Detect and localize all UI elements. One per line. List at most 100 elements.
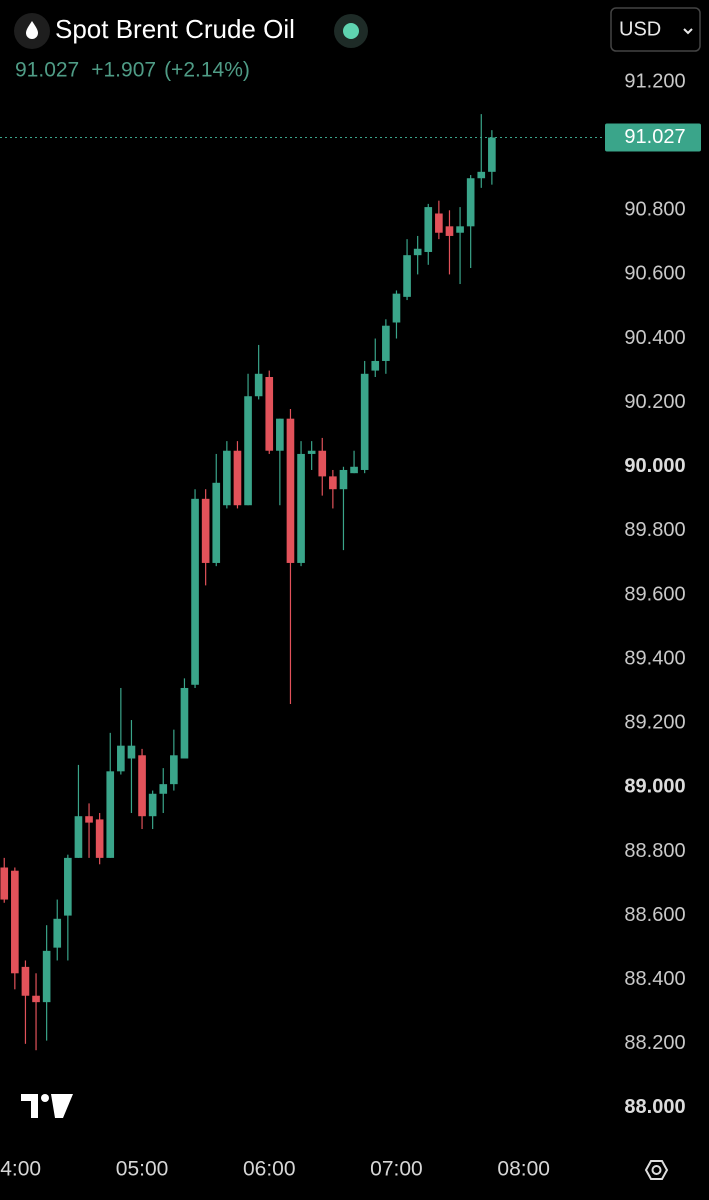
y-tick-label: 88.000 xyxy=(624,1096,685,1118)
y-tick-label: 89.200 xyxy=(624,712,685,734)
y-tick-label: 88.200 xyxy=(624,1032,685,1054)
candle xyxy=(360,360,369,474)
candle xyxy=(403,239,411,301)
candle-body xyxy=(180,687,189,759)
candle xyxy=(254,344,263,400)
settings-button[interactable] xyxy=(644,1160,669,1180)
candle-body xyxy=(360,373,369,470)
candle-body xyxy=(329,476,337,490)
candle-body xyxy=(488,137,496,172)
currency-select[interactable]: USD xyxy=(610,7,701,52)
candle xyxy=(11,867,19,990)
candle xyxy=(339,466,348,551)
candle xyxy=(392,290,401,339)
candle-body xyxy=(212,482,221,563)
candle xyxy=(244,373,252,506)
candle xyxy=(32,973,40,1051)
candle-body xyxy=(371,360,380,371)
candle xyxy=(276,418,284,506)
logo-v xyxy=(51,1094,73,1118)
candle-body xyxy=(413,248,422,256)
x-tick-label: 06:00 xyxy=(243,1158,296,1181)
candle-body xyxy=(85,816,93,823)
candle-body xyxy=(477,171,486,179)
candle-body xyxy=(466,178,475,227)
candle xyxy=(445,210,454,275)
candle-body xyxy=(350,466,358,474)
candle-body xyxy=(339,469,348,490)
logo-t xyxy=(21,1094,38,1118)
x-tick-label: 07:00 xyxy=(370,1158,423,1181)
candle xyxy=(0,857,9,903)
candle-body xyxy=(106,771,115,858)
y-tick-label: 90.200 xyxy=(624,391,685,413)
candle-body xyxy=(318,450,327,477)
y-tick-label: 88.600 xyxy=(624,904,685,926)
candle xyxy=(424,203,433,265)
candle-body xyxy=(11,870,19,974)
candle-body xyxy=(276,418,284,451)
currency-label[interactable]: USD xyxy=(619,18,661,40)
candle xyxy=(382,319,390,374)
currency-box[interactable] xyxy=(610,7,701,52)
candle xyxy=(350,450,358,474)
candle-body xyxy=(286,418,295,563)
candle xyxy=(329,469,337,509)
last-price-tag-label: 91.027 xyxy=(624,126,685,148)
candle-body xyxy=(191,498,199,685)
price-change: +1.907 xyxy=(91,59,156,82)
candle xyxy=(42,925,51,1041)
candle-body xyxy=(254,373,263,397)
candle xyxy=(286,409,295,704)
candle-body xyxy=(148,793,157,817)
symbol-title: Spot Brent Crude Oil xyxy=(55,14,295,44)
candle xyxy=(191,489,199,688)
candle-body xyxy=(95,819,104,858)
candle xyxy=(170,729,178,791)
dropdown-caret[interactable] xyxy=(683,28,693,35)
candle xyxy=(212,453,221,567)
y-tick-label: 89.400 xyxy=(624,647,685,669)
candle-body xyxy=(127,745,136,759)
candle-body xyxy=(435,213,443,233)
candle-body xyxy=(297,453,305,563)
candle-body xyxy=(382,325,390,361)
candle xyxy=(127,720,136,813)
y-tick-label: 89.800 xyxy=(624,519,685,541)
candle-body xyxy=(424,207,433,252)
candle-body xyxy=(21,966,30,996)
candle xyxy=(21,960,30,1044)
candle-body xyxy=(64,857,72,916)
candle-body xyxy=(403,255,411,297)
candle xyxy=(138,748,146,830)
candle xyxy=(233,441,242,509)
candle xyxy=(74,764,83,858)
candle xyxy=(371,338,380,377)
settings-gear[interactable] xyxy=(644,1160,669,1180)
candle-body xyxy=(74,816,83,858)
oil-drop xyxy=(26,21,38,39)
candle-body xyxy=(445,226,454,236)
candle xyxy=(180,678,189,759)
candle xyxy=(466,175,475,268)
candle xyxy=(435,200,443,240)
candle-body xyxy=(117,745,125,772)
candle xyxy=(106,732,115,858)
y-tick-label: 90.000 xyxy=(624,455,685,477)
plot-area xyxy=(0,114,496,1051)
candle xyxy=(477,114,486,188)
candle xyxy=(413,235,422,275)
y-tick-label: 88.400 xyxy=(624,968,685,990)
candle xyxy=(85,803,93,858)
candle-body xyxy=(307,450,316,454)
candle xyxy=(456,207,464,285)
candle xyxy=(307,441,316,470)
candle xyxy=(64,854,72,961)
candle xyxy=(53,899,62,961)
settings-gear-hole[interactable] xyxy=(651,1165,662,1175)
candle-body xyxy=(170,755,178,785)
x-tick-label: 05:00 xyxy=(116,1158,169,1181)
